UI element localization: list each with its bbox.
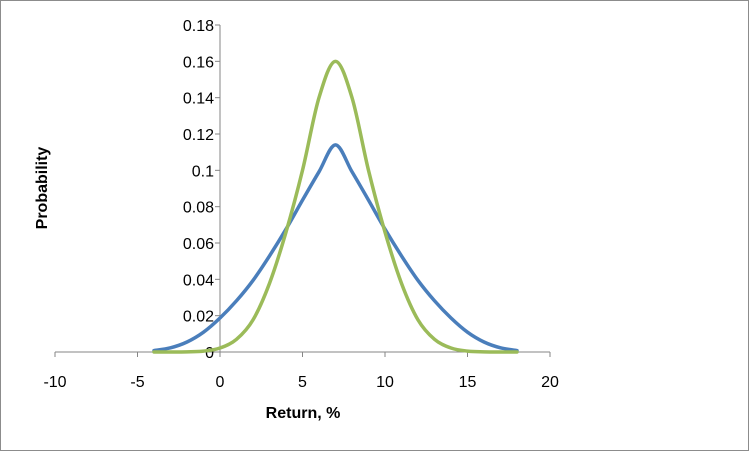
- series-line-1: [152, 143, 519, 353]
- x-tick-label: -5: [130, 374, 144, 391]
- x-tick-label: 15: [459, 374, 477, 391]
- series-line-2: [152, 59, 519, 354]
- y-tick-label: 0.02: [183, 309, 214, 326]
- y-tick-label: 0.14: [183, 91, 214, 108]
- x-tick-label: 0: [216, 374, 225, 391]
- y-tick-label: 0.16: [183, 54, 214, 71]
- y-tick-label: 0.06: [183, 236, 214, 253]
- x-tick-label: 5: [298, 374, 307, 391]
- y-axis-title: Probability: [34, 147, 51, 230]
- y-tick-label: 0.1: [192, 163, 214, 180]
- y-tick-label: 0: [205, 345, 214, 362]
- y-tick-label: 0.18: [183, 18, 214, 35]
- y-tick-label: 0.08: [183, 200, 214, 217]
- x-axis-title: Return, %: [266, 405, 341, 422]
- y-tick-label: 0.04: [183, 272, 214, 289]
- x-tick-label: 20: [541, 374, 559, 391]
- x-tick-label: -10: [43, 374, 66, 391]
- y-tick-label: 0.12: [183, 127, 214, 144]
- x-tick-label: 10: [376, 374, 394, 391]
